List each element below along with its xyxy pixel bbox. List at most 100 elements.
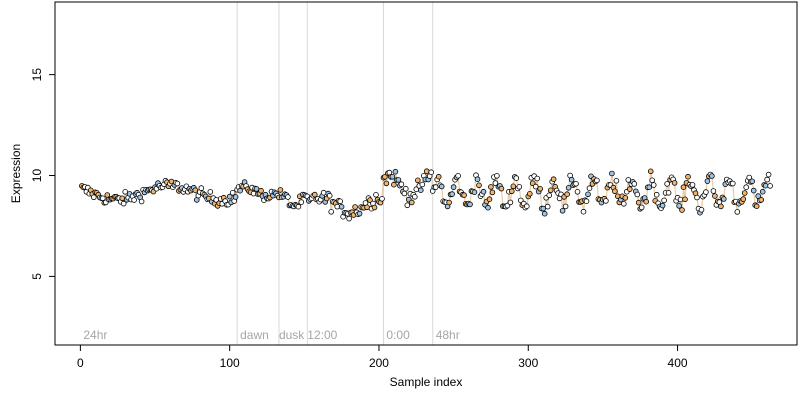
data-point: [661, 197, 667, 204]
data-point: [232, 194, 239, 200]
data-point: [704, 178, 711, 184]
annotation-label: dawn: [240, 328, 269, 342]
annotation-label: 0:00: [386, 328, 410, 342]
data-point: [507, 199, 514, 206]
data-point: [537, 186, 543, 192]
data-point: [620, 201, 627, 207]
data-point: [635, 199, 642, 206]
data-point: [586, 185, 593, 192]
x-tick-label: 200: [369, 356, 389, 370]
data-point: [364, 204, 370, 211]
data-point: [474, 176, 481, 183]
data-point: [743, 184, 749, 191]
data-point: [285, 194, 291, 200]
data-point: [720, 196, 727, 202]
annotation-label: 24hr: [83, 328, 107, 342]
data-point: [612, 188, 618, 195]
data-point: [689, 182, 696, 188]
data-point: [229, 190, 236, 196]
data-point: [625, 177, 632, 183]
data-point: [198, 185, 205, 191]
data-point: [609, 170, 615, 177]
data-point: [138, 198, 145, 205]
data-point: [476, 182, 482, 189]
data-point: [119, 195, 125, 202]
data-point: [631, 181, 638, 187]
data-point: [540, 205, 546, 212]
data-point: [414, 177, 421, 184]
data-point: [295, 203, 302, 210]
data-point: [677, 196, 684, 203]
data-point: [562, 203, 569, 210]
data-point: [594, 177, 600, 184]
data-point: [643, 198, 649, 205]
data-point: [564, 191, 570, 198]
data-point: [508, 188, 515, 195]
data-point: [750, 187, 757, 194]
data-point: [649, 177, 655, 184]
data-point: [585, 191, 591, 198]
data-point: [326, 192, 333, 199]
data-point: [718, 203, 724, 210]
data-point: [432, 184, 439, 190]
x-tick-label: 100: [220, 356, 240, 370]
data-point: [647, 168, 654, 175]
y-tick-label: 15: [30, 68, 44, 82]
data-point: [438, 183, 445, 190]
data-point: [638, 204, 645, 211]
data-point: [671, 180, 678, 186]
data-point: [480, 188, 487, 195]
annotation-label: 48hr: [436, 328, 460, 342]
data-point: [404, 202, 411, 209]
data-point: [379, 196, 385, 202]
y-axis: 5 10 15: [30, 68, 56, 280]
data-point: [446, 199, 452, 206]
data-point: [408, 199, 415, 206]
data-point: [120, 200, 127, 207]
data-point: [174, 180, 181, 187]
data-point: [653, 191, 660, 198]
data-point: [346, 215, 352, 222]
data-point: [741, 190, 748, 196]
data-point: [703, 189, 709, 195]
data-point: [435, 173, 442, 180]
annotation-layer: 24hr dawn dusk 12:00 0:00 48hr: [83, 328, 459, 342]
data-point: [622, 195, 629, 201]
data-point: [373, 192, 379, 198]
data-point: [356, 210, 363, 217]
data-point: [767, 183, 773, 189]
data-point: [710, 188, 717, 194]
data-point: [485, 204, 491, 211]
data-point: [258, 187, 264, 194]
data-point: [659, 202, 666, 209]
data-point: [253, 186, 260, 192]
data-point: [740, 196, 747, 202]
annotation-label: dusk: [279, 328, 305, 342]
data-point: [765, 171, 772, 178]
data-point: [580, 208, 587, 215]
data-point: [759, 188, 766, 195]
data-point: [574, 189, 581, 195]
x-axis: 0 100 200 300 400: [77, 344, 688, 370]
data-point: [411, 194, 418, 200]
data-point: [685, 173, 691, 180]
data-point: [573, 181, 579, 187]
data-point: [402, 185, 409, 192]
data-point: [207, 189, 214, 195]
data-point: [694, 194, 700, 201]
data-point: [486, 196, 493, 203]
data-point: [337, 198, 344, 205]
data-point: [680, 184, 687, 191]
data-point: [753, 203, 760, 210]
data-point: [676, 203, 682, 209]
data-point: [583, 198, 590, 205]
data-point: [131, 197, 137, 203]
data-point: [192, 187, 199, 194]
data-point: [626, 186, 633, 192]
data-point: [395, 177, 402, 183]
data-point: [613, 178, 620, 184]
data-point: [565, 185, 572, 191]
data-point: [550, 176, 557, 183]
data-point: [568, 176, 575, 183]
